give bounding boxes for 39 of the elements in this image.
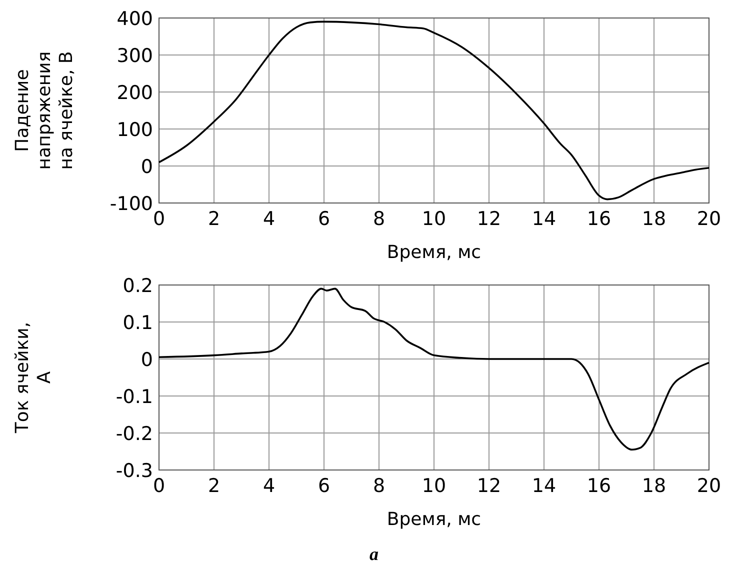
x-axis-title: Время, мс [386, 242, 482, 263]
x-tick-label: 8 [372, 475, 386, 497]
y-tick-label: 100 [116, 119, 153, 141]
y-tick-label: 400 [116, 8, 153, 30]
line-series [158, 288, 710, 451]
x-tick-label: 4 [262, 475, 276, 497]
y-axis-title: Ток ячейки, А [12, 322, 55, 434]
x-tick-label: 6 [318, 208, 330, 230]
y-tick-label: 300 [116, 45, 153, 67]
y-tick-label: 0.2 [122, 275, 153, 297]
x-tick-label: 12 [476, 208, 502, 230]
y-tick-label: 0 [140, 349, 153, 371]
x-tick-label: 18 [642, 208, 666, 230]
y-tick-label: 200 [116, 82, 153, 104]
y-tick-label: -0.3 [116, 460, 153, 482]
x-tick-label: 10 [422, 208, 446, 230]
x-tick-label: 16 [586, 208, 612, 230]
x-tick-label: 18 [642, 475, 666, 497]
x-tick-label: 16 [586, 475, 612, 497]
x-tick-label: 12 [476, 475, 502, 497]
x-tick-label: 14 [532, 475, 556, 497]
line-series [158, 20, 710, 200]
y-tick-label: -0.1 [116, 386, 153, 408]
x-tick-label: 14 [532, 208, 556, 230]
x-axis-title: Время, мс [386, 509, 482, 530]
x-tick-label: 4 [262, 208, 276, 230]
x-tick-label: 2 [208, 208, 220, 230]
y-tick-label: 0.1 [122, 312, 153, 334]
x-tick-label: 2 [208, 475, 220, 497]
x-tick-label: 20 [696, 208, 722, 230]
x-tick-label: 8 [372, 208, 386, 230]
y-tick-label: -0.2 [116, 423, 153, 445]
y-tick-label: 0 [140, 156, 153, 178]
x-tick-label: 6 [318, 475, 330, 497]
y-axis-title: Падение напряжения на ячейке, В [12, 51, 77, 170]
text: a [370, 544, 378, 564]
x-tick-label: 10 [422, 475, 446, 497]
x-tick-label: 20 [696, 475, 722, 497]
y-tick-label: -100 [110, 193, 153, 215]
